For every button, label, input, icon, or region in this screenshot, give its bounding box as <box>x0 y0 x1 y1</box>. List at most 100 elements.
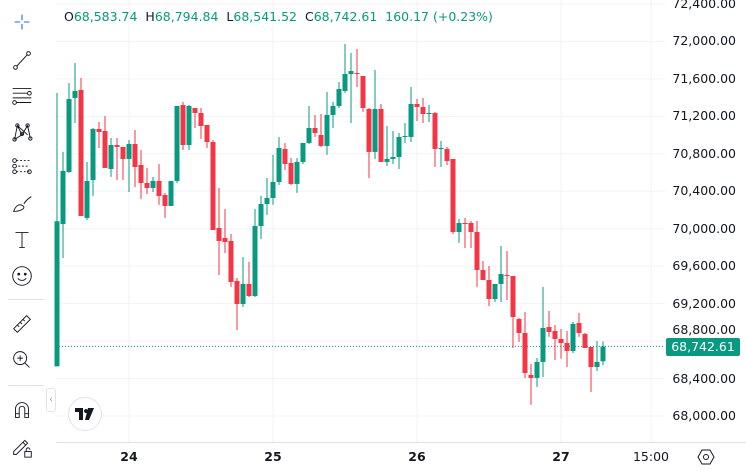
candle-down <box>366 108 372 152</box>
candle-down <box>132 143 138 168</box>
high-value: 68,794.84 <box>154 9 219 24</box>
xabcd-pattern-icon[interactable] <box>8 118 36 146</box>
candle-down <box>474 231 480 270</box>
settings-icon[interactable] <box>697 448 715 466</box>
candle-down <box>462 222 468 225</box>
trend-line-icon[interactable] <box>8 46 36 74</box>
time-tick-label: 25 <box>264 449 282 464</box>
candle-down <box>414 103 420 107</box>
candle-up <box>66 99 72 172</box>
candle-up <box>348 71 354 75</box>
candle-down <box>138 164 144 184</box>
candle-down <box>114 144 120 147</box>
candle-up <box>540 327 546 362</box>
candle-up <box>150 180 156 188</box>
candle-up <box>600 346 606 362</box>
candle-down <box>552 330 558 339</box>
candle-up <box>594 361 600 367</box>
candle-down <box>318 134 324 146</box>
candle-up <box>174 105 180 181</box>
candle-up <box>126 143 132 159</box>
candle-down <box>546 327 552 332</box>
open-value: 68,583.74 <box>73 9 138 24</box>
price-tick-label: 71,600.00 <box>672 70 736 86</box>
candle-down <box>516 318 522 333</box>
candle-down <box>576 322 582 333</box>
candle-up <box>336 89 342 106</box>
candle-down <box>210 142 216 231</box>
candle-up <box>396 136 402 157</box>
candle-up <box>300 142 306 162</box>
candle-down <box>378 108 384 162</box>
candle-down <box>180 105 186 145</box>
ruler-icon[interactable] <box>8 310 36 338</box>
candle-up <box>408 103 414 137</box>
candle-up <box>168 180 174 206</box>
candle-down <box>444 148 450 162</box>
candle-down <box>486 280 492 300</box>
fib-retracement-icon[interactable] <box>8 82 36 110</box>
candle-up <box>342 74 348 91</box>
candle-up <box>90 128 96 181</box>
price-tick-label: 68,800.00 <box>672 322 736 337</box>
candle-up <box>264 197 270 204</box>
candle-down <box>312 127 318 134</box>
candle-down <box>558 338 564 344</box>
price-tick-label: 69,600.00 <box>672 258 736 274</box>
close-value: 68,742.61 <box>313 9 378 24</box>
candle-down <box>432 112 438 149</box>
candle-down <box>420 106 426 115</box>
candle-down <box>288 162 294 184</box>
candle-up <box>330 105 336 115</box>
candle-up <box>258 203 264 226</box>
candle-down <box>96 128 102 132</box>
price-tick-label: 72,400.00 <box>672 0 736 11</box>
time-tick-label: 24 <box>120 449 138 464</box>
candle-down <box>120 146 126 159</box>
collapse-toolbar-button[interactable]: ‹ <box>46 388 56 412</box>
time-tick-label: 15:00 <box>632 449 670 464</box>
price-tick-label: 70,800.00 <box>672 145 736 161</box>
candle-up <box>492 283 498 300</box>
price-tick-label: 68,000.00 <box>672 407 736 423</box>
price-tick-label: 68,400.00 <box>672 370 736 386</box>
candle-up <box>570 323 576 351</box>
lock-drawings-icon[interactable] <box>8 432 36 460</box>
candle-down <box>228 240 234 282</box>
open-key: O <box>64 9 74 24</box>
candle-down <box>144 183 150 188</box>
candle-down <box>246 283 252 297</box>
brush-icon[interactable] <box>8 190 36 218</box>
tradingview-logo[interactable] <box>68 397 102 431</box>
candle-down <box>360 75 366 109</box>
candle-up <box>534 361 540 378</box>
current-price-label: 68,742.61 <box>666 338 740 356</box>
candle-down <box>528 374 534 378</box>
candle-down <box>450 158 456 232</box>
magnet-icon[interactable] <box>8 396 36 424</box>
candle-up <box>84 180 90 218</box>
candle-down <box>222 237 228 242</box>
time-tick-label: 27 <box>552 449 570 464</box>
text-icon[interactable] <box>8 226 36 254</box>
zoom-in-icon[interactable] <box>8 346 36 374</box>
candle-up <box>438 147 444 149</box>
emoji-icon[interactable] <box>8 262 36 290</box>
ohlc-legend: O68,583.74 H68,794.84 L68,541.52 C68,742… <box>64 9 493 24</box>
crosshair-icon[interactable] <box>8 8 36 36</box>
candle-down <box>102 130 108 168</box>
price-tick-label: 71,200.00 <box>672 108 736 124</box>
candle-up <box>384 158 390 162</box>
candle-up <box>60 170 66 225</box>
candle-up <box>72 90 78 98</box>
candle-down <box>204 124 210 143</box>
candle-down <box>354 73 360 75</box>
candle-down <box>468 222 474 232</box>
high-key: H <box>145 9 155 24</box>
low-key: L <box>226 9 234 24</box>
candle-up <box>252 225 258 297</box>
forecast-icon[interactable] <box>8 154 36 182</box>
candle-up <box>270 181 276 198</box>
candle-down <box>582 333 588 348</box>
